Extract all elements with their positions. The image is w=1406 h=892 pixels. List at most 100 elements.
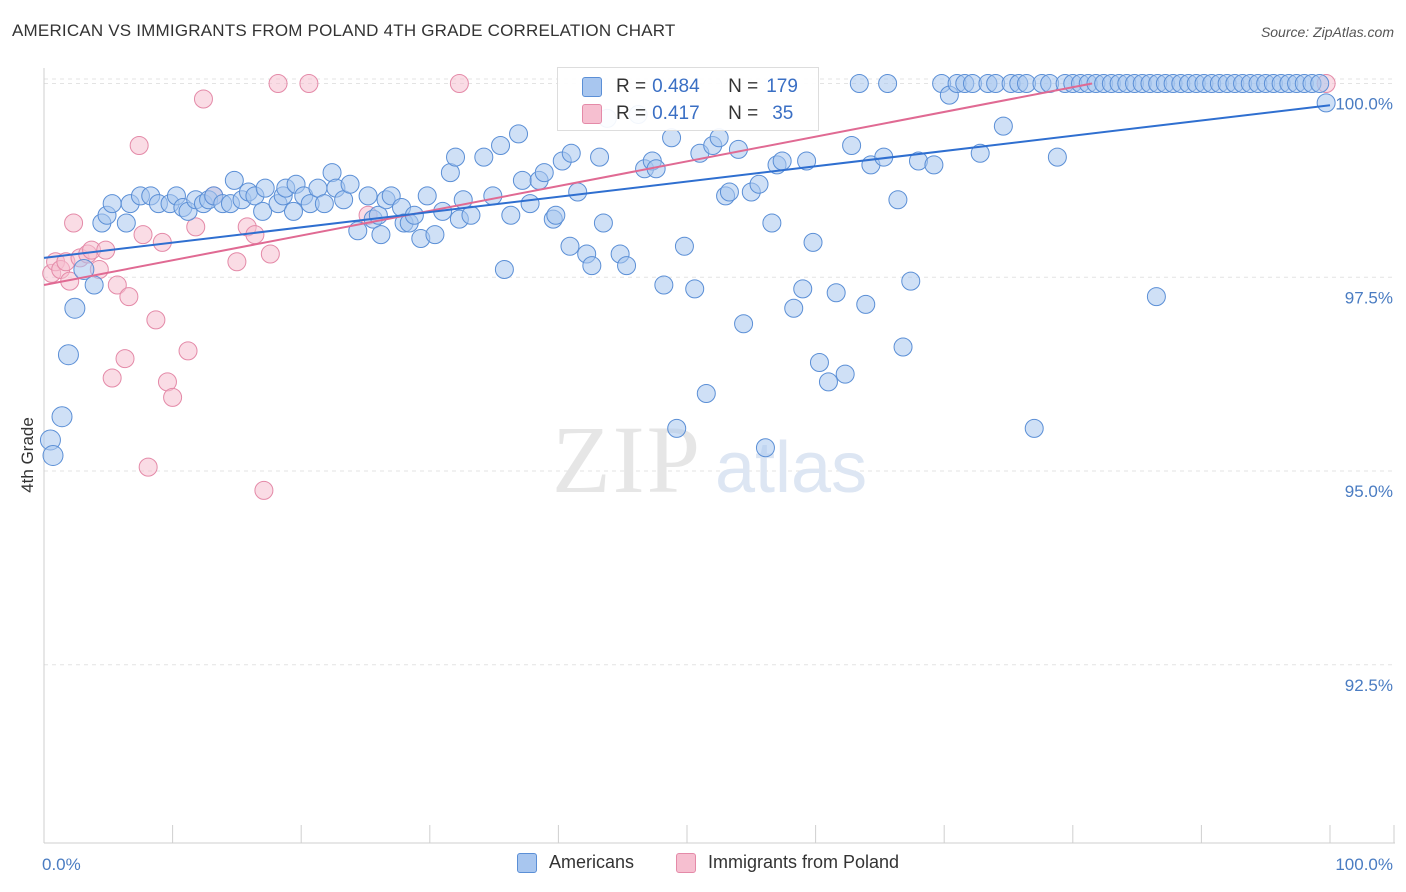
gridlines <box>44 78 1395 666</box>
poland-point <box>268 74 288 93</box>
americans-point <box>283 201 303 221</box>
x-tick-label: 100.0% <box>1335 855 1393 874</box>
r-label: R = <box>616 103 647 124</box>
americans-point <box>667 418 687 438</box>
americans-point <box>762 213 782 233</box>
americans-point <box>835 364 855 384</box>
americans-point <box>314 194 334 214</box>
poland-swatch <box>582 104 602 124</box>
americans-point <box>57 344 79 366</box>
y-tick-label: 92.5% <box>1345 676 1393 695</box>
americans-point <box>494 260 514 279</box>
legend-item-americans[interactable]: Americans <box>517 852 634 873</box>
americans-point <box>590 147 610 167</box>
americans-point <box>371 225 391 245</box>
poland-point <box>102 368 122 388</box>
americans-point <box>719 182 739 202</box>
americans-point <box>784 298 804 318</box>
americans-point <box>888 190 908 210</box>
y-tick-label: 100.0% <box>1335 95 1393 114</box>
americans-point <box>322 163 342 183</box>
poland-point <box>115 349 135 369</box>
americans-point <box>803 232 823 252</box>
americans-point <box>842 136 862 155</box>
americans-point <box>512 170 532 190</box>
americans-point <box>73 259 95 280</box>
americans-point <box>797 151 817 171</box>
americans-point <box>425 225 445 245</box>
r-value: 0.417 <box>652 103 700 124</box>
bottom-legend: Americans Immigrants from Poland <box>0 850 1406 878</box>
americans-point <box>116 213 136 233</box>
americans-point <box>755 438 775 458</box>
tick-labels: 92.5% 95.0% 97.5% 100.0% 0.0% 100.0% <box>42 95 1393 875</box>
n-value: 35 <box>772 103 794 124</box>
americans-point <box>534 163 554 183</box>
americans-point <box>51 406 73 428</box>
americans-point <box>1316 93 1336 113</box>
americans-point <box>568 182 588 202</box>
americans-point <box>662 128 682 148</box>
poland-point <box>193 89 213 109</box>
poland-point <box>64 213 84 233</box>
poland-point <box>227 252 247 272</box>
americans-point <box>772 151 792 171</box>
legend-label-poland: Immigrants from Poland <box>708 852 900 872</box>
poland-point <box>260 244 280 264</box>
poland-point <box>146 310 166 330</box>
americans-point <box>491 136 511 155</box>
y-tick-label: 97.5% <box>1345 288 1393 307</box>
americans-point <box>561 143 581 163</box>
trend-lines <box>43 82 1331 286</box>
stats-row-poland: R = 0.417 N = 35 <box>582 101 793 127</box>
americans-point <box>461 205 481 225</box>
poland-point <box>245 225 265 245</box>
americans-point <box>84 275 104 295</box>
r-value: 0.484 <box>652 76 700 97</box>
x-tick-label: 0.0% <box>42 855 81 874</box>
americans-point <box>654 275 674 295</box>
americans-point <box>818 372 838 392</box>
poland-point <box>163 387 183 407</box>
americans-point <box>696 384 716 403</box>
americans-point <box>856 294 876 314</box>
legend-label-americans: Americans <box>549 852 635 872</box>
poland-point <box>299 74 319 93</box>
poland-point <box>254 480 274 500</box>
n-value: 179 <box>766 76 798 97</box>
americans-point <box>102 194 122 214</box>
americans-point <box>1310 74 1330 93</box>
americans-point <box>520 194 540 214</box>
zipatlas-watermark: ZIP atlas <box>552 406 867 513</box>
poland-trend-line <box>43 82 1093 286</box>
poland-point <box>178 341 198 361</box>
y-tick-label: 95.0% <box>1345 482 1393 501</box>
y-axis-title: 4th Grade <box>18 417 37 493</box>
legend-item-poland[interactable]: Immigrants from Poland <box>676 852 899 873</box>
americans-point <box>685 279 705 299</box>
poland-point <box>119 287 139 307</box>
poland-point <box>186 217 206 237</box>
stats-legend-box: R = 0.484 N = 179 R = 0.417 N = 35 <box>557 67 819 131</box>
poland-point <box>133 225 153 245</box>
watermark-atlas: atlas <box>715 428 867 508</box>
americans-point <box>483 186 503 206</box>
americans-point <box>674 236 694 256</box>
americans-point <box>509 124 529 144</box>
americans-point <box>253 201 273 221</box>
americans-point <box>993 116 1013 136</box>
americans-point <box>42 445 64 466</box>
americans-point <box>1047 147 1067 167</box>
n-label: N = <box>728 76 759 97</box>
americans-point <box>64 297 86 319</box>
americans-point <box>878 74 898 93</box>
americans-point <box>501 205 521 225</box>
americans-swatch <box>582 77 602 97</box>
americans-point <box>901 271 921 291</box>
americans-point <box>893 337 913 357</box>
americans-point <box>809 353 829 372</box>
poland-point <box>129 136 149 155</box>
americans-point <box>546 205 566 225</box>
r-label: R = <box>616 76 647 97</box>
